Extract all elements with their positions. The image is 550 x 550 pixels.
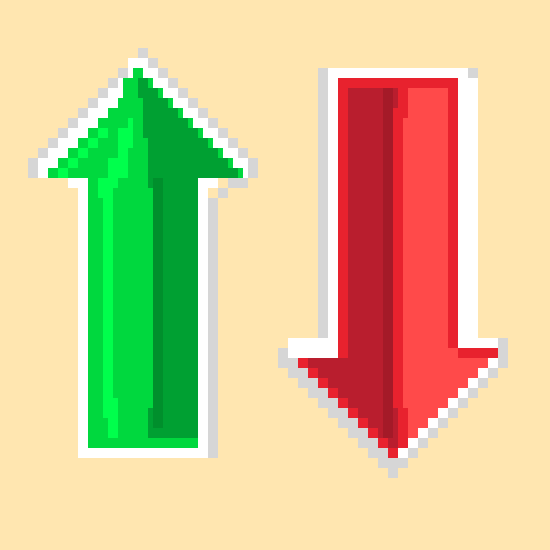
arrow-down-shade	[308, 88, 398, 448]
arrow-up-deep-shade	[153, 178, 163, 428]
arrow-down-deep-shade	[383, 88, 393, 438]
arrow-up-highlight	[98, 118, 133, 438]
arrow-up-icon	[28, 48, 258, 458]
arrow-up-highlight-head	[58, 128, 108, 178]
arrow-down-highlight	[403, 88, 488, 438]
arrow-down-icon	[278, 68, 508, 478]
